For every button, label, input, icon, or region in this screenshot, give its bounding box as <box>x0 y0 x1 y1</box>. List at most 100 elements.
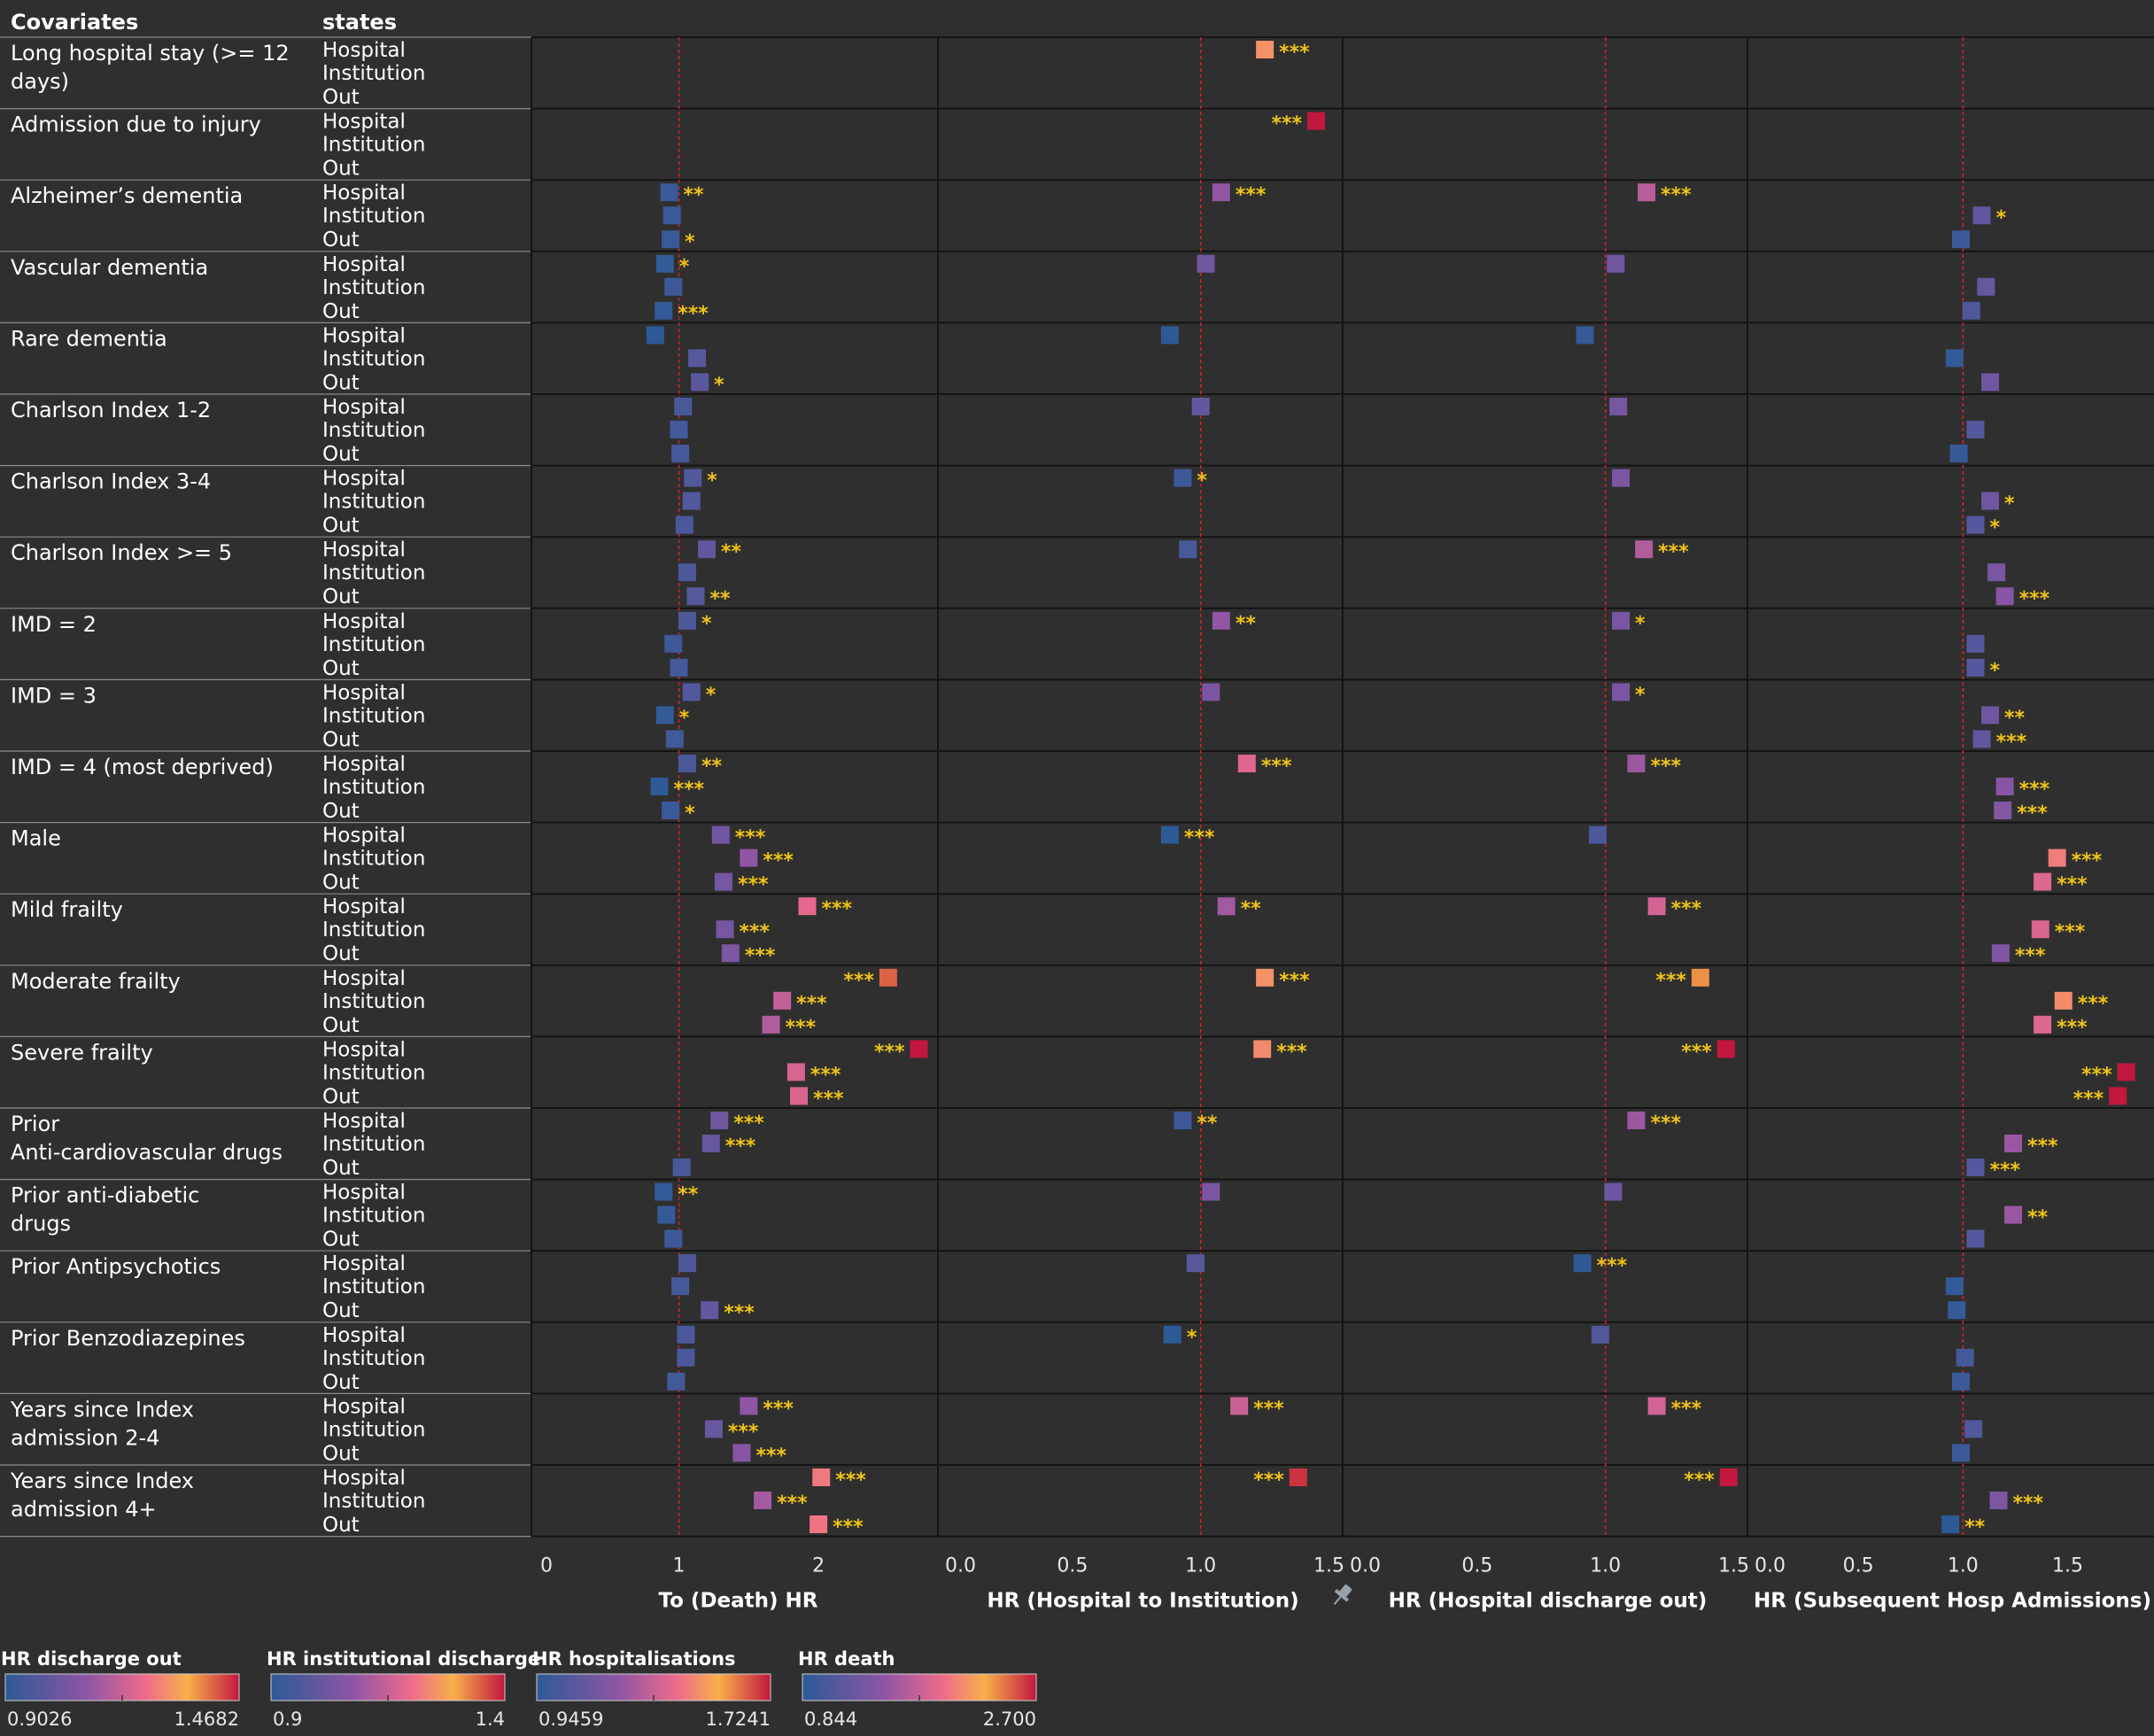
hr-marker <box>672 1159 691 1176</box>
hr-marker <box>664 634 683 653</box>
significance-label: *** <box>755 1445 786 1467</box>
panel-1: 0 1 2To (Death) HR************************… <box>540 37 928 1613</box>
hr-marker <box>1609 398 1628 415</box>
hr-marker <box>1604 1182 1623 1201</box>
significance-label: *** <box>735 827 766 849</box>
hr-marker <box>2048 849 2066 867</box>
covariate-label: Charlson Index 1-2 <box>11 398 211 422</box>
panel-2: 0.0 0.5 1.0 1.5 HR (Hospital to Institution)… <box>945 37 1356 1613</box>
state-label: Out <box>322 1014 360 1037</box>
significance-label: *** <box>2081 1064 2112 1086</box>
hr-marker <box>678 611 696 630</box>
significance-label: ** <box>1964 1516 1986 1538</box>
state-label: Hospital <box>322 1467 406 1490</box>
legend-title: HR death <box>798 1648 895 1670</box>
significance-label: *** <box>1996 731 2027 753</box>
panel-4: 0.0 0.5 1.0 1.5 HR (Subsequent Hosp Admissio… <box>1754 37 2151 1613</box>
tick-label: 2 <box>812 1555 825 1577</box>
hr-marker <box>688 349 707 368</box>
hr-marker <box>1163 1325 1182 1344</box>
significance-label: *** <box>673 779 704 801</box>
pin-icon[interactable] <box>1329 1582 1356 1609</box>
hr-marker <box>662 206 681 225</box>
state-label: Out <box>322 1085 360 1108</box>
significance-label: * <box>685 231 695 253</box>
pin-needle <box>1333 1596 1342 1605</box>
hr-marker <box>711 825 730 844</box>
hr-marker <box>1179 540 1197 559</box>
significance-label: * <box>1635 684 1646 706</box>
hr-marker <box>1719 1469 1738 1486</box>
hr-marker <box>1191 398 1210 415</box>
hr-marker <box>1256 41 1275 58</box>
significance-label: * <box>1989 660 2000 682</box>
state-label: Hospital <box>322 111 406 134</box>
hr-marker <box>1573 1254 1592 1273</box>
state-label: Hospital <box>322 967 406 990</box>
tick-label: 1.0 <box>1948 1555 1979 1577</box>
significance-label: *** <box>763 1398 794 1420</box>
state-label: Institution <box>322 134 425 157</box>
covariate-label: Vascular dementia <box>11 255 208 280</box>
state-label: Institution <box>322 1061 425 1084</box>
hr-marker <box>1638 183 1656 202</box>
hr-marker <box>1995 778 2014 795</box>
hr-marker <box>1256 968 1275 987</box>
state-label: Out <box>322 728 360 751</box>
covariate-label: Charlson Index 3-4 <box>11 469 211 494</box>
significance-label: * <box>1635 613 1646 635</box>
significance-label: *** <box>2012 1492 2043 1515</box>
significance-label: ** <box>1241 898 1262 920</box>
state-label: Out <box>322 86 360 109</box>
hr-marker <box>762 1015 780 1034</box>
hr-marker <box>662 230 680 249</box>
hr-marker <box>1977 277 1995 296</box>
state-label: Institution <box>322 562 425 585</box>
hr-marker <box>671 1277 690 1296</box>
state-label: Hospital <box>322 39 406 62</box>
hr-marker <box>2004 1135 2023 1152</box>
significance-label: *** <box>678 303 709 325</box>
hr-marker <box>1994 802 2012 819</box>
tick-label: 0.5 <box>1843 1555 1874 1577</box>
covariate-label: Moderate frailty <box>11 969 181 994</box>
significance-label: *** <box>833 1516 864 1538</box>
state-label: Institution <box>322 491 425 514</box>
hr-marker <box>678 755 696 772</box>
state-label: Hospital <box>322 753 406 776</box>
significance-label: *** <box>1671 1398 1702 1420</box>
hr-marker <box>664 277 683 296</box>
state-label: Out <box>322 1157 360 1180</box>
significance-label: *** <box>2017 802 2048 825</box>
tick-label: 0.5 <box>1461 1555 1492 1577</box>
axis-label: HR (Hospital discharge out) <box>1389 1590 1708 1613</box>
state-label: Hospital <box>322 1324 406 1347</box>
hr-marker <box>1612 611 1631 630</box>
state-label: Out <box>322 1442 360 1465</box>
significance-label: *** <box>1650 756 1681 778</box>
state-label: Out <box>322 515 360 538</box>
hr-marker <box>879 968 897 987</box>
state-label: Hospital <box>322 468 406 491</box>
hr-marker <box>1212 183 1230 202</box>
state-label: Hospital <box>322 1252 406 1275</box>
hr-marker <box>1981 706 2000 725</box>
hr-marker <box>660 183 678 202</box>
significance-label: *** <box>1650 1112 1681 1135</box>
hr-marker <box>754 1492 772 1509</box>
hr-marker <box>910 1040 928 1058</box>
covariate-label: IMD = 3 <box>11 683 97 708</box>
state-label: Institution <box>322 1347 425 1370</box>
significance-label: *** <box>1658 541 1689 563</box>
pin-head <box>1339 1585 1352 1597</box>
state-label: Hospital <box>322 825 406 848</box>
hr-marker <box>701 1135 720 1152</box>
significance-label: *** <box>843 970 874 992</box>
significance-label: *** <box>810 1064 841 1086</box>
covariate-label: IMD = 2 <box>11 612 97 637</box>
significance-label: *** <box>1671 898 1702 920</box>
hr-marker <box>1991 944 2010 963</box>
state-label: Out <box>322 371 360 394</box>
color-legend: HR institutional discharge 0.9 1.4 <box>267 1648 540 1730</box>
